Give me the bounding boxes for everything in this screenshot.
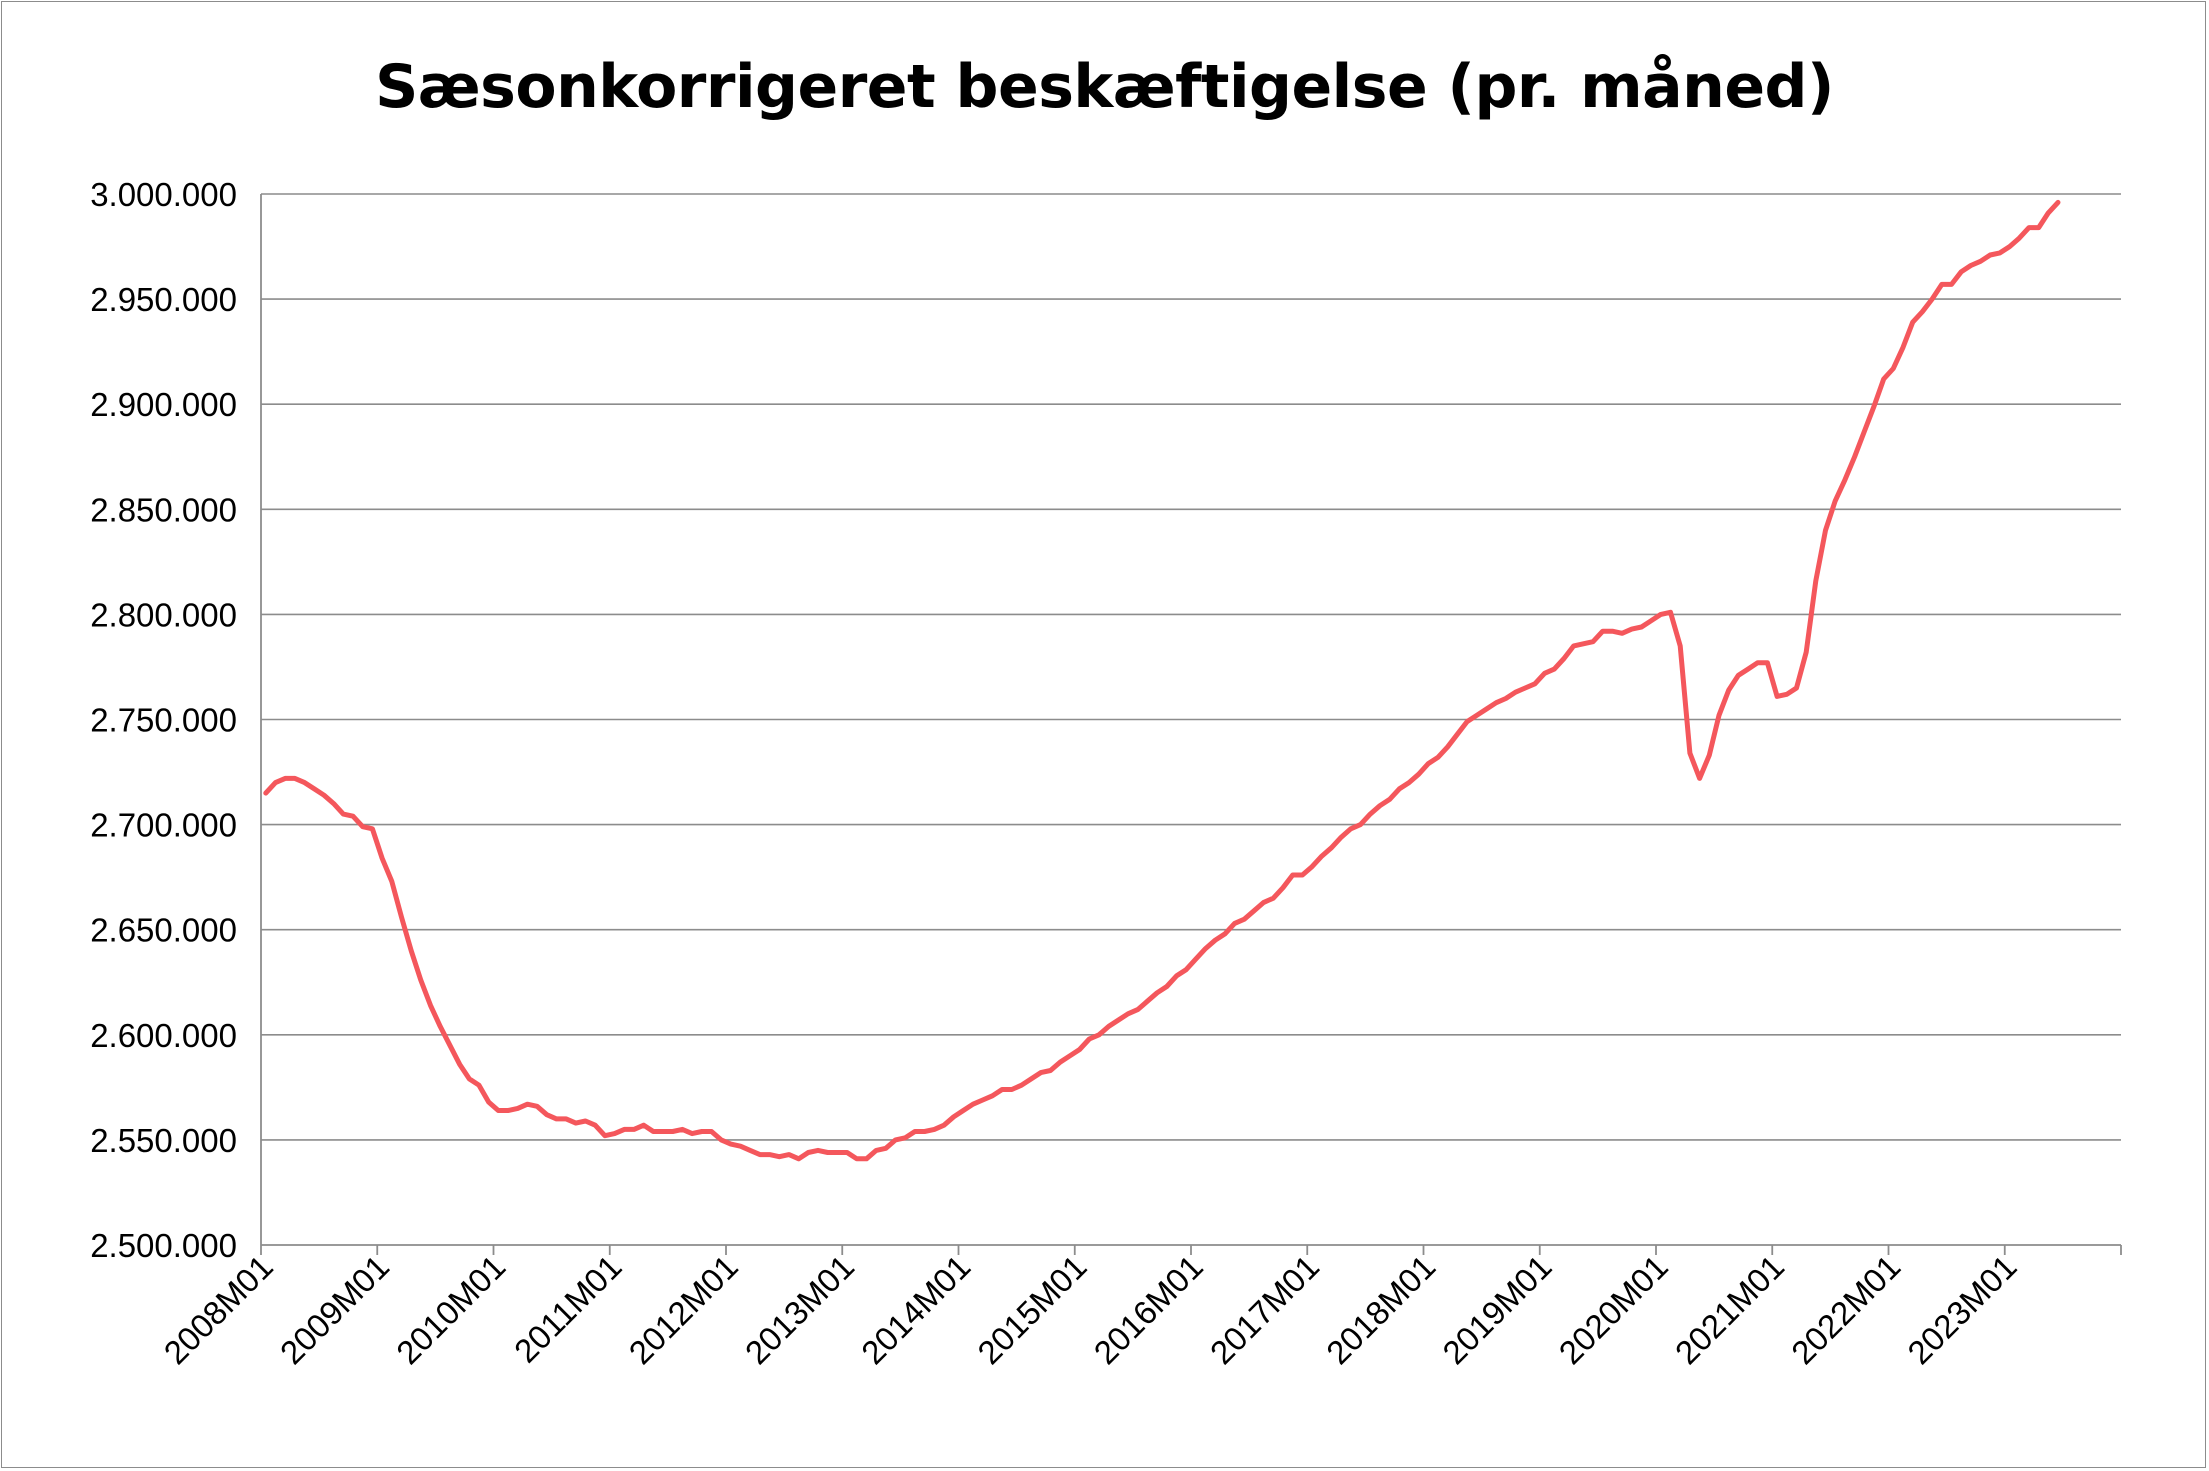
x-tick-label: 2021M01	[1668, 1248, 1791, 1371]
x-tick-label: 2012M01	[621, 1248, 744, 1371]
x-tick-label: 2013M01	[738, 1248, 861, 1371]
x-tick-label: 2014M01	[854, 1248, 977, 1371]
x-tick-label: 2017M01	[1203, 1248, 1326, 1371]
x-tick-label: 2009M01	[273, 1248, 396, 1371]
x-tick-label: 2016M01	[1086, 1248, 1209, 1371]
x-tick-label: 2008M01	[156, 1248, 279, 1371]
y-tick-label: 2.600.000	[90, 1017, 237, 1054]
x-tick-label: 2023M01	[1900, 1248, 2023, 1371]
y-tick-label: 2.850.000	[90, 491, 237, 528]
y-tick-label: 3.000.000	[90, 176, 237, 213]
y-tick-label: 2.500.000	[90, 1227, 237, 1264]
chart-title: Sæsonkorrigeret beskæftigelse (pr. måned…	[375, 52, 1834, 122]
y-tick-label: 2.900.000	[90, 386, 237, 423]
y-axis-tick-labels: 2.500.000 2.550.000 2.600.000 2.650.000 2.70…	[90, 176, 237, 1264]
y-tick-label: 2.650.000	[90, 912, 237, 949]
y-tick-label: 2.550.000	[90, 1122, 237, 1159]
x-tick-label: 2022M01	[1784, 1248, 1907, 1371]
series-group	[263, 199, 2061, 1162]
x-tick-label: 2010M01	[389, 1248, 512, 1371]
y-tick-label: 2.950.000	[90, 281, 237, 318]
y-tick-label: 2.800.000	[90, 596, 237, 633]
x-tick-label: 2020M01	[1551, 1248, 1674, 1371]
x-tick-label: 2018M01	[1319, 1248, 1442, 1371]
gridlines	[261, 193, 2121, 1141]
y-tick-label: 2.750.000	[90, 702, 237, 739]
x-tick-label: 2019M01	[1435, 1248, 1558, 1371]
series-line	[263, 199, 2061, 1162]
x-axis-tick-labels: 2008M012009M012010M012011M012012M012013M…	[156, 1245, 2122, 1371]
x-tick-label: 2011M01	[507, 1248, 629, 1370]
y-tick-label: 2.700.000	[90, 807, 237, 844]
x-tick-label: 2015M01	[970, 1248, 1093, 1371]
